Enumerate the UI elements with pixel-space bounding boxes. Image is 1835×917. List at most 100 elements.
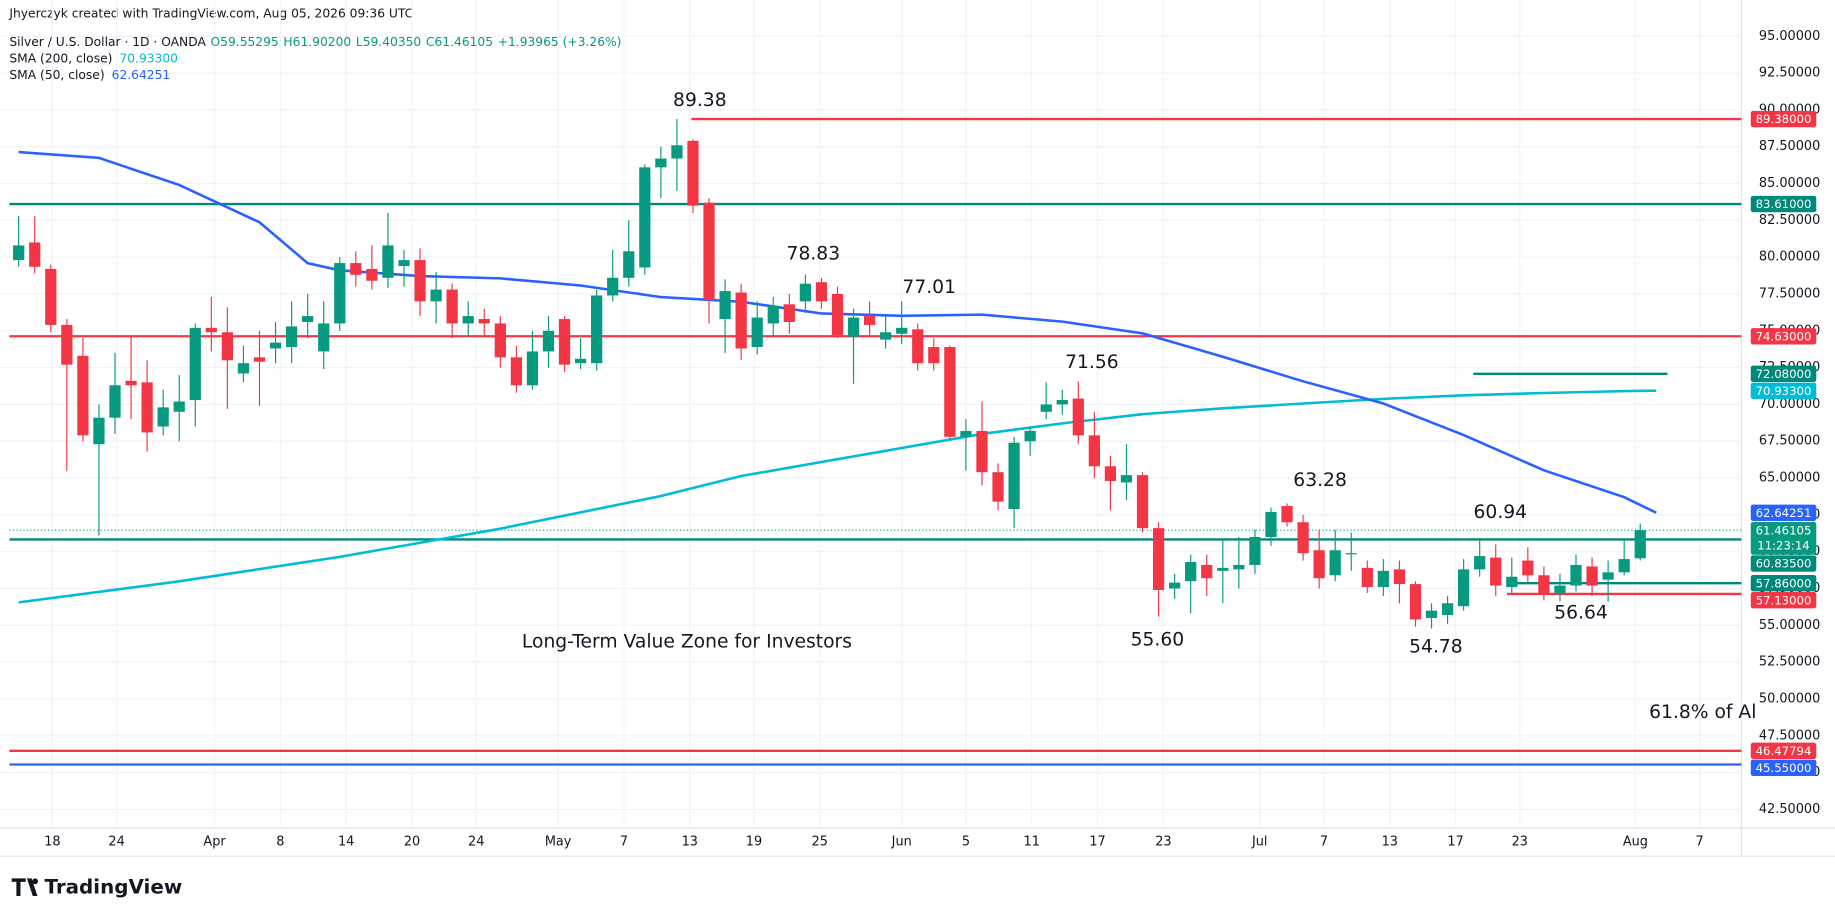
candle-body [350, 263, 362, 275]
candle-body [1377, 570, 1389, 588]
legend-sma-value: 62.64251 [112, 67, 171, 81]
y-tick-label: 85.00000 [1759, 176, 1820, 191]
candle-body [1618, 559, 1630, 573]
candle-body [1586, 566, 1598, 586]
price-badge-bg [1750, 521, 1817, 555]
price-badge-label: 61.46105 [1756, 523, 1812, 537]
candle-body [334, 263, 346, 324]
x-tick-label: 13 [1382, 835, 1398, 850]
price-badge-label: 57.13000 [1756, 593, 1812, 607]
x-tick-label: 5 [962, 835, 970, 850]
candle-body [285, 326, 298, 348]
candle-body [382, 245, 394, 278]
candle-body [237, 363, 250, 374]
candle-body [1490, 557, 1502, 586]
price-badge: 60.83500 [1750, 555, 1817, 572]
price-badge: 62.64251 [1750, 504, 1817, 521]
candle-body [253, 357, 266, 362]
x-tick-label: 17 [1089, 835, 1105, 850]
price-badge: 45.55000 [1750, 759, 1817, 776]
y-tick-label: 77.50000 [1759, 286, 1820, 301]
candle-body [783, 304, 795, 322]
candle-body [1441, 603, 1454, 616]
candle-body [510, 357, 522, 386]
annotation: 60.94 [1474, 502, 1528, 523]
price-badge-label: 45.55000 [1756, 761, 1812, 775]
x-tick-label: Jul [1251, 835, 1268, 850]
price-badge-bg [1750, 504, 1817, 521]
annotation: Long-Term Value Zone for Investors [522, 632, 852, 653]
candle-body [976, 430, 988, 473]
candle-body [1265, 511, 1277, 537]
price-badge-label: 57.86000 [1756, 576, 1812, 590]
annotation: 55.60 [1131, 629, 1185, 650]
annotation: 61.8% of Al [1649, 702, 1756, 723]
candle-body [1361, 567, 1373, 588]
y-tick-label: 52.50000 [1759, 655, 1820, 670]
legend-sma-name: SMA (50, close) [9, 67, 104, 81]
candles [13, 119, 1646, 629]
footer-brand: TradingView [44, 875, 182, 898]
annotation: 56.64 [1554, 602, 1608, 623]
candle-body [494, 323, 506, 358]
candle-body [831, 293, 844, 336]
x-tick-label: 24 [468, 835, 484, 850]
price-badge: 89.38000 [1750, 110, 1817, 128]
x-tick-label: 19 [746, 835, 762, 850]
price-badge-label: 74.63000 [1756, 329, 1812, 343]
price-badge-bg [1750, 110, 1817, 128]
x-tick-label: May [545, 835, 572, 850]
y-tick-label: 80.00000 [1759, 250, 1820, 265]
candle-body [1249, 536, 1261, 565]
price-badge: 70.93300 [1750, 382, 1817, 399]
price-badge-bg [1750, 742, 1817, 760]
candle-body [1313, 550, 1325, 579]
price-badge-bg [1750, 328, 1817, 345]
candle-body [1554, 585, 1566, 593]
annotation: 89.38 [673, 90, 727, 111]
candle-body [446, 289, 458, 324]
candle-body [880, 332, 892, 340]
candle-body [45, 268, 57, 325]
x-tick-label: Aug [1623, 835, 1648, 850]
x-tick-label: 13 [682, 835, 698, 850]
candle-body [318, 323, 330, 352]
legend-sma: SMA (50, close) 62.64251 [9, 67, 170, 81]
price-badge-label: 89.38000 [1756, 112, 1812, 126]
x-tick-label: 17 [1447, 835, 1463, 850]
candle-body [398, 260, 410, 267]
x-tick-label: 20 [404, 835, 420, 850]
y-tick-label: 92.50000 [1759, 66, 1820, 81]
candle-body [141, 382, 153, 433]
x-tick-label: 18 [44, 835, 60, 850]
candle-body [205, 327, 217, 333]
candle-body [221, 332, 234, 361]
sma-line [18, 150, 1657, 514]
y-tick-label: 65.00000 [1759, 471, 1820, 486]
logo [11, 878, 39, 896]
candle-body [1538, 575, 1550, 595]
annotation: 78.83 [787, 243, 841, 264]
candle-body [1570, 564, 1582, 586]
candle-body [1072, 398, 1084, 436]
candle-body [1152, 528, 1165, 590]
price-badge-countdown: 11:23:14 [1757, 538, 1810, 552]
price-badge-label: 62.64251 [1756, 506, 1812, 520]
candle-body [93, 417, 105, 445]
x-tick-label: 25 [812, 835, 828, 850]
price-badge-bg [1750, 195, 1817, 213]
price-badge-label: 72.08000 [1756, 367, 1812, 381]
candle-body [960, 430, 972, 437]
candle-body [189, 327, 201, 401]
candle-body [1024, 430, 1036, 442]
candle-body [1281, 506, 1293, 523]
y-tick-label: 95.00000 [1759, 29, 1820, 44]
candle-body [1120, 475, 1133, 483]
legend-ohlc: +1.93965 (+3.26%) [498, 35, 622, 49]
price-badge: 72.08000 [1750, 365, 1817, 382]
candle-body [719, 291, 731, 320]
candle-body [687, 140, 699, 206]
candle-body [430, 289, 442, 302]
